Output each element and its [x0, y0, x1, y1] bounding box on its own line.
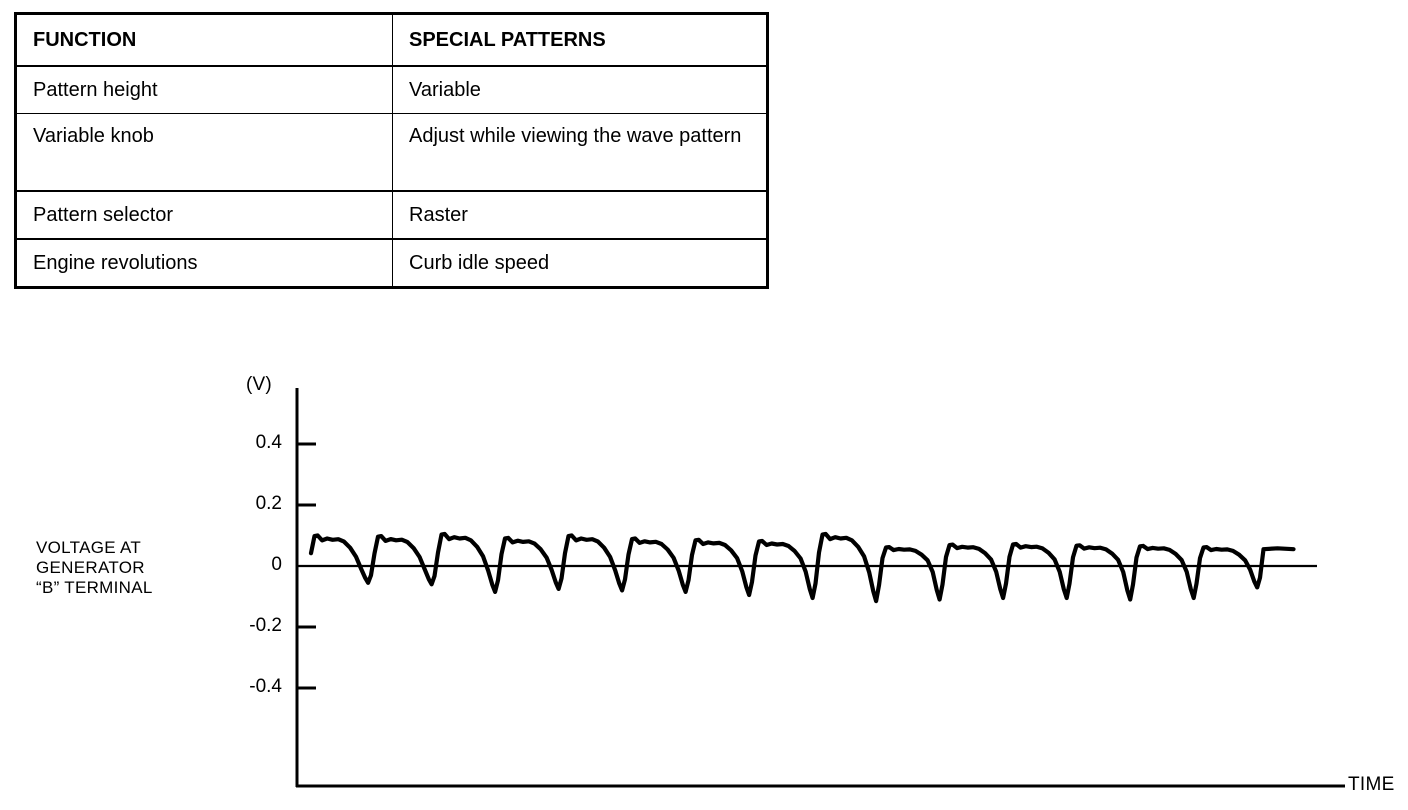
- specification-table: FUNCTION SPECIAL PATTERNS Pattern height…: [14, 12, 769, 289]
- table-row: Pattern selector Raster: [15, 190, 768, 240]
- column-header-special: SPECIAL PATTERNS: [392, 13, 768, 67]
- table-row: Variable knob Adjust while viewing the w…: [15, 113, 768, 192]
- table-row: Pattern height Variable: [15, 65, 768, 114]
- y-tick-label: -0.2: [249, 615, 282, 636]
- y-tick-label: 0.2: [255, 493, 282, 514]
- cell-special: Adjust while viewing the wave pattern: [392, 113, 768, 192]
- y-axis-unit-label: (V): [246, 374, 272, 395]
- x-axis-label: TIME: [1348, 774, 1395, 795]
- voltage-waveform-trace: [308, 531, 1296, 604]
- y-tick-label: 0: [271, 554, 282, 575]
- column-header-function: FUNCTION: [15, 13, 393, 67]
- cell-special: Curb idle speed: [392, 238, 768, 288]
- axes-group: [295, 388, 1345, 788]
- y-tick-label: 0.4: [255, 432, 282, 453]
- table-row: Engine revolutions Curb idle speed: [15, 238, 768, 288]
- y-tick-label: -0.4: [249, 676, 282, 697]
- y-tick-group: [297, 442, 316, 690]
- table-header-row: FUNCTION SPECIAL PATTERNS: [15, 13, 768, 67]
- cell-function: Engine revolutions: [15, 238, 393, 288]
- cell-function: Variable knob: [15, 113, 393, 192]
- cell-special: Raster: [392, 190, 768, 240]
- series-label: VOLTAGE AT GENERATOR “B” TERMINAL: [36, 538, 153, 597]
